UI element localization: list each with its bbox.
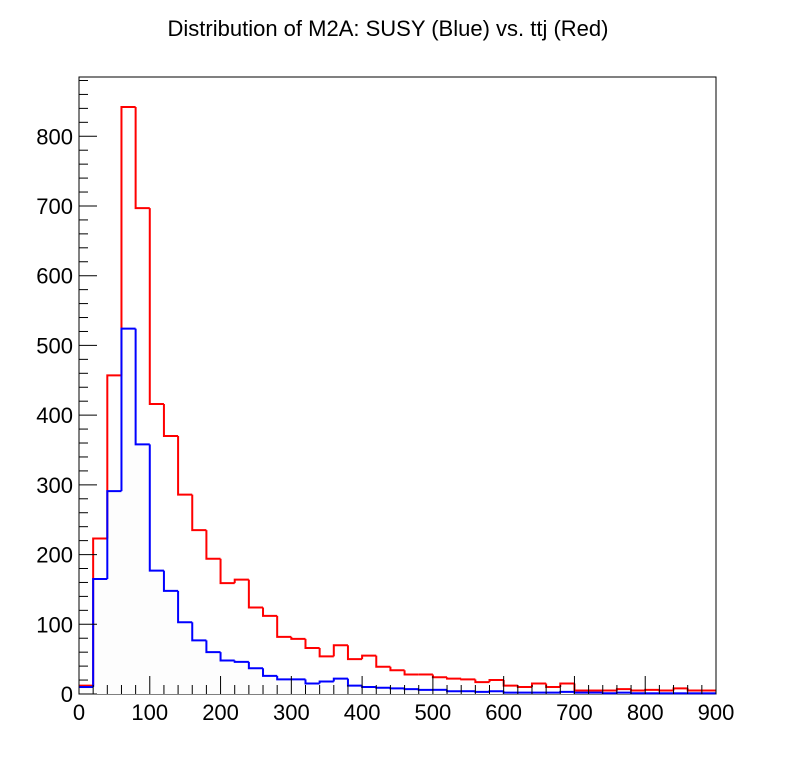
susy-histogram-bin [304,679,320,685]
susy-histogram-bin [262,668,278,677]
susy-histogram-bin [446,689,462,693]
susy-histogram-bin [247,661,264,670]
susy-histogram-bin [474,690,490,693]
susy-histogram-bin [615,691,632,694]
y-tick-label: 300 [36,473,73,498]
susy-histogram-bin [177,590,193,624]
ttj-histogram-bin [148,208,164,405]
ttj-histogram-bin [162,403,179,438]
ttj-histogram-bin [630,689,646,692]
ttj-histogram-bin [233,578,249,584]
susy-histogram-bin [134,328,150,446]
susy-histogram-bin [601,692,617,695]
ttj-histogram-bin [318,647,334,658]
susy-histogram-bin [191,622,207,642]
ttj-histogram-bin [488,679,504,683]
ttj-histogram-bin [672,687,688,691]
ttj-histogram-bin [615,688,632,691]
ttj-histogram-bin [516,685,532,689]
x-tick-label: 400 [344,700,381,725]
ttj-histogram-bin [559,682,575,688]
susy-histogram-bin [417,688,433,691]
susy-histogram-bin [205,640,221,654]
susy-histogram-bin [332,677,348,682]
y-tick-label: 800 [36,124,73,149]
susy-histogram-bin [346,678,363,687]
x-tick-label: 100 [131,700,168,725]
ttj-histogram-bin [403,670,419,676]
x-tick-label: 500 [415,700,452,725]
ttj-histogram-bin [446,677,462,680]
susy-histogram-bin [148,444,164,572]
ttj-histogram-bin [361,654,377,660]
ttj-histogram-bin [247,579,264,609]
ttj-histogram-bin [502,680,518,687]
susy-histogram-fill [79,328,716,694]
ttj-histogram-bin [644,688,660,691]
x-tick-label: 700 [556,700,593,725]
ttj-histogram-bin [346,645,363,661]
ttj-histogram-bin [219,558,235,585]
susy-histogram-bin [403,688,419,691]
ttj-histogram-bin [686,688,702,692]
ttj-histogram-bin [460,678,476,681]
ttj-histogram-bin [290,636,306,640]
x-tick-label: 900 [698,700,735,725]
ttj-histogram-bin [262,607,278,617]
susy-histogram-bin [276,675,292,681]
ttj-histogram-bin [375,655,391,668]
x-tick-label: 600 [485,700,522,725]
ttj-histogram-bin [304,638,320,649]
susy-histogram-bin [502,691,518,694]
axis-layer: 0 100 200 300 400 500 600 700 800 900 0 100 200 300 40… [36,79,735,725]
susy-histogram-bin [361,685,377,689]
susy-histogram-bin [630,692,646,695]
x-tick-label: 300 [273,700,310,725]
ttj-histogram-bin [177,436,193,496]
susy-histogram-bin [106,490,122,579]
y-tick-label: 700 [36,194,73,219]
ttj-histogram-series [79,105,716,692]
x-tick-label: 0 [73,700,85,725]
susy-histogram-bin [120,327,136,492]
susy-histogram-bin [219,652,235,662]
ttj-histogram-bin [431,674,448,679]
x-tick-label: 200 [202,700,239,725]
ttj-histogram-bin [573,683,589,692]
susy-histogram-bin [233,660,249,663]
ttj-histogram-bin [332,644,348,657]
y-tick-label: 500 [36,333,73,358]
y-tick-label: 100 [36,612,73,637]
ttj-histogram-bin [106,374,122,539]
chart-title: Distribution of M2A: SUSY (Blue) vs. ttj… [168,16,609,41]
susy-histogram-bin [375,686,391,689]
susy-histogram-bin [92,577,108,688]
y-tick-label: 200 [36,543,73,568]
ttj-histogram-bin [120,105,136,376]
susy-histogram-bin [573,691,589,694]
susy-histogram-bin [559,690,575,693]
ttj-histogram-bin [474,679,490,684]
ttj-histogram-bin [530,682,547,688]
ttj-histogram-bin [276,615,292,638]
y-tick-label: 600 [36,264,73,289]
susy-histogram-bin [389,687,405,690]
ttj-histogram-bin [191,494,207,532]
ttj-histogram-bin [205,530,221,560]
ttj-histogram-bin [134,106,150,210]
ttj-histogram-bin [658,689,674,692]
y-tick-label: 400 [36,403,73,428]
y-tick-label: 0 [61,682,73,707]
x-tick-label: 800 [627,700,664,725]
susy-histogram-bin [488,690,504,693]
susy-histogram-bin [162,570,179,592]
ttj-histogram-bin [389,666,405,672]
susy-histogram-bin [318,680,334,684]
ttj-histogram-bin [545,683,561,689]
